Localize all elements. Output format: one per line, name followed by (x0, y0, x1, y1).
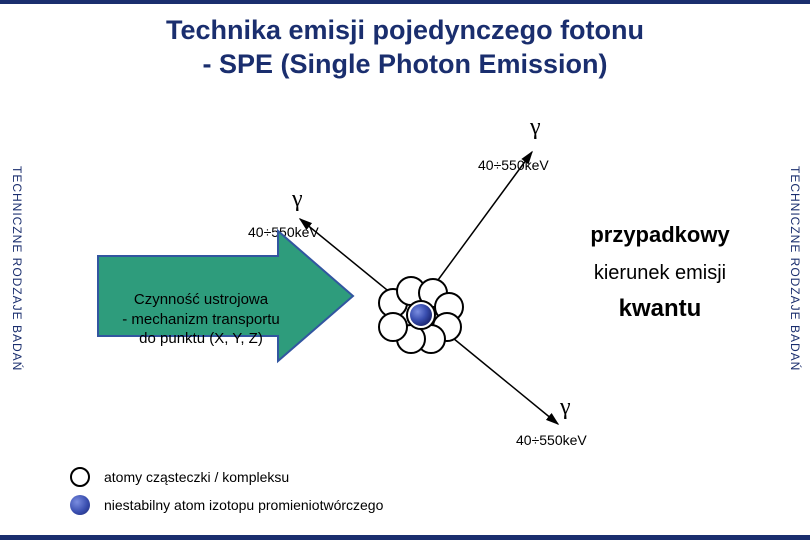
legend-item-2: niestabilny atom izotopu promieniotwórcz… (70, 495, 383, 515)
arrow-label-3: do punktu (X, Y, Z) (139, 330, 263, 347)
legend-label-1: atomy cząsteczki / kompleksu (104, 469, 289, 485)
desc-l3: kwantu (565, 295, 755, 323)
open-circle-icon (70, 467, 90, 487)
filled-circle-icon (70, 495, 90, 515)
legend: atomy cząsteczki / kompleksu niestabilny… (70, 459, 383, 515)
desc-l1: przypadkowy (565, 222, 755, 248)
arrow-label-2: - mechanizm transportu (122, 311, 280, 328)
arrow-label-1: Czynność ustrojowa (134, 291, 268, 308)
energy-3: 40÷550keV (516, 432, 587, 448)
gamma-3: γ (560, 394, 571, 421)
nucleus-icon (375, 271, 467, 359)
legend-label-2: niestabilny atom izotopu promieniotwórcz… (104, 497, 383, 513)
legend-item-1: atomy cząsteczki / kompleksu (70, 467, 383, 487)
emission-description: przypadkowy kierunek emisji kwantu (565, 222, 755, 323)
transport-arrow-label: Czynność ustrojowa - mechanizm transport… (106, 290, 296, 349)
desc-l2: kierunek emisji (565, 262, 755, 285)
